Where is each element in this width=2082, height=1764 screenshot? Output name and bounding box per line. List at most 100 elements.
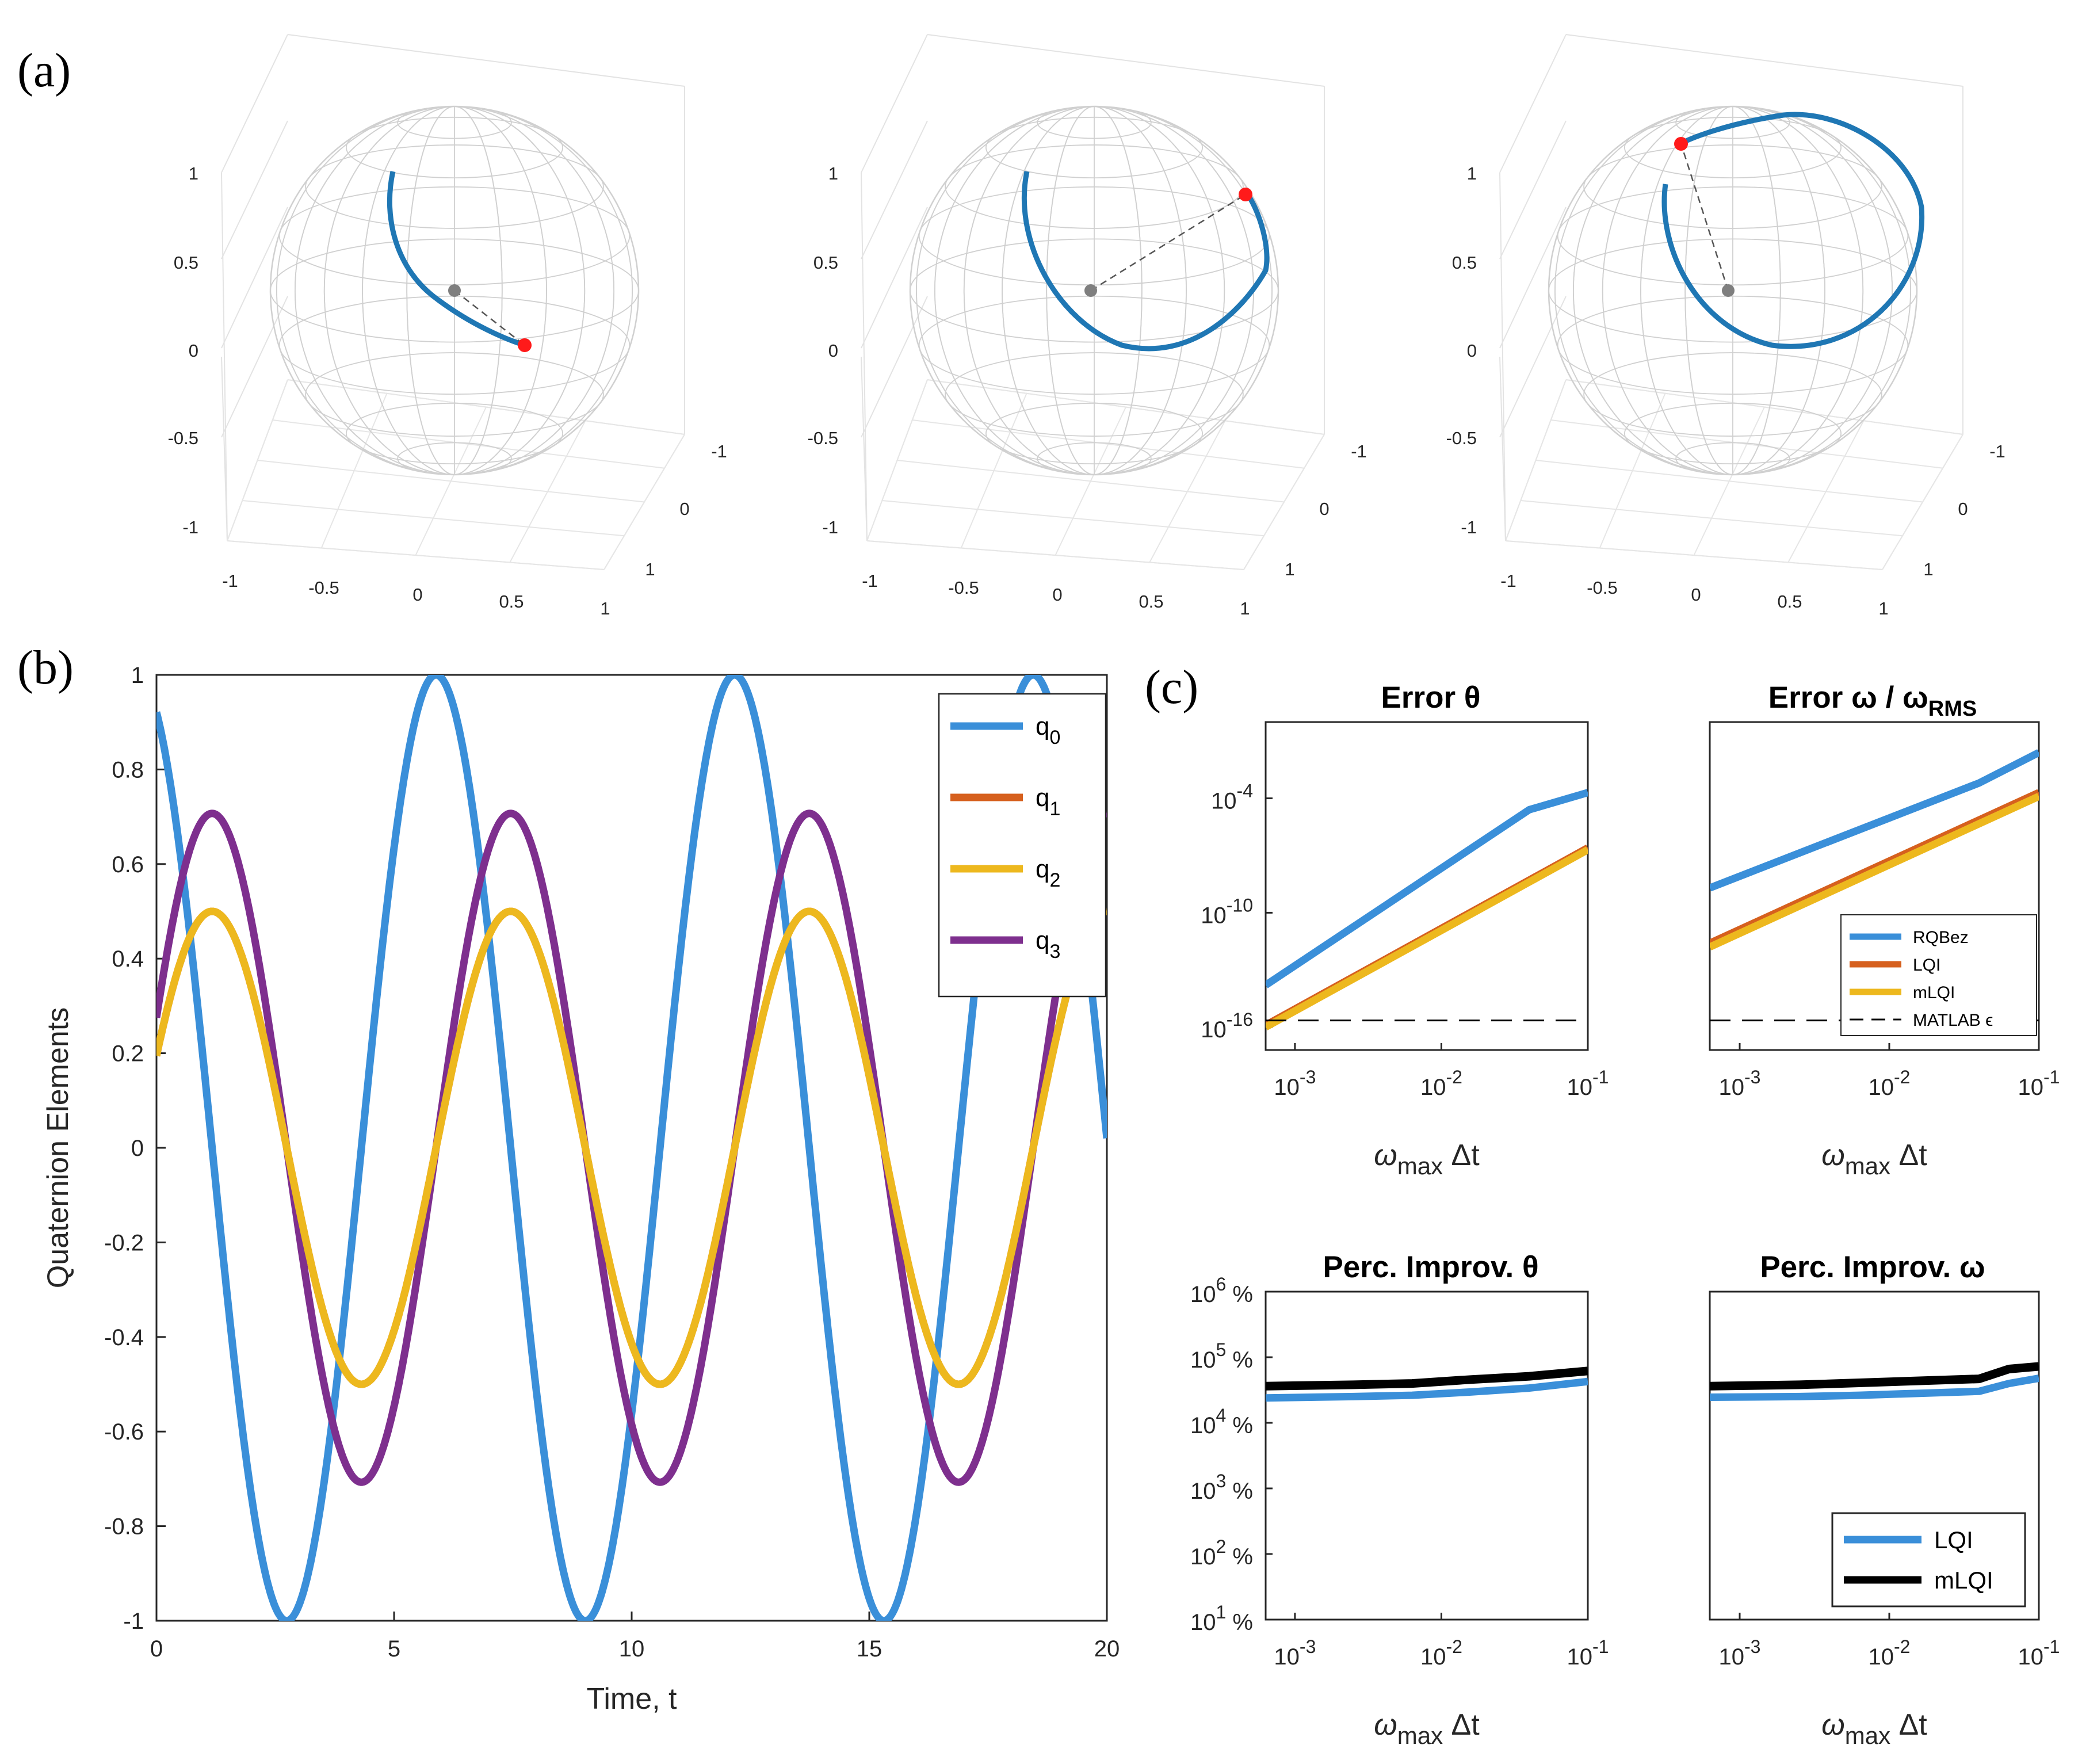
subplot-legend: LQI mLQI xyxy=(1831,1512,2026,1608)
x-tick-label: 10-2 xyxy=(1420,1636,1462,1670)
y-tick-label: -1 xyxy=(711,441,727,461)
y-tick-label: 1 xyxy=(645,559,655,579)
box-frame-line xyxy=(1499,34,1567,173)
series-line-mLQI xyxy=(1266,846,1588,1030)
floor-grid-line xyxy=(257,460,645,503)
subplot-xlabel: ωmax Δt xyxy=(1821,1708,1927,1749)
legend-label: mLQI xyxy=(1934,1567,1993,1594)
y-tick-label: -1 xyxy=(1989,441,2005,461)
current-orientation-point xyxy=(518,338,532,352)
sphere-center-point xyxy=(448,284,461,297)
panel-b-legend: q0 q1 q2 q3 xyxy=(938,693,1107,998)
subplot-series xyxy=(1266,1366,1588,1402)
longitude-line xyxy=(1554,106,1911,475)
sphere-plot-2: 1 0.5 0 -0.5 -1 -1 -0.5 0 0.5 1 -1 0 1 xyxy=(808,34,1367,618)
latitude-line xyxy=(1557,186,1909,286)
radius-dashed-line xyxy=(454,290,525,346)
series-line-LQI xyxy=(1266,1377,1588,1402)
sphere-plot-1: 1 0.5 0 -0.5 -1 -1 -0.5 0 0.5 1 -1 0 1 xyxy=(168,34,727,618)
z-tick-label: 0.5 xyxy=(1452,253,1477,273)
box-frame-line xyxy=(1565,34,1963,87)
box-frame-line xyxy=(861,207,928,349)
z-tick-label: -1 xyxy=(1461,517,1477,537)
legend-label: LQI xyxy=(1934,1526,1973,1553)
box-frame-line xyxy=(287,34,685,87)
series-line-q2 xyxy=(156,907,1107,1388)
legend-label: LQI xyxy=(1913,956,1940,975)
floor-grid-line xyxy=(1550,419,1943,469)
latitude-line xyxy=(918,186,1270,286)
box-frame-line xyxy=(221,34,288,173)
box-frame-line xyxy=(861,356,868,541)
x-tick-label: 0.5 xyxy=(1777,591,1802,612)
latitude-line xyxy=(1624,116,1842,179)
latitude-line xyxy=(1557,295,1909,395)
y-tick-label: -1 xyxy=(1351,441,1367,461)
box-frame-line xyxy=(221,120,288,259)
panel-label-c: (c) xyxy=(1145,660,1198,714)
quaternion-trail-3 xyxy=(1661,112,1925,349)
legend-label-q0: q0 xyxy=(1036,712,1060,749)
latitude-line xyxy=(985,402,1203,465)
subplot-c1: Error θ 10-3 10-2 10-1 10-4 10-10 10-16 ωmax Δt xyxy=(1201,681,1609,1179)
latitude-line xyxy=(985,116,1203,179)
subplot-c4: Perc. Improv. ω 10-3 10-2 10-1 ωmax Δt LQI mLQ… xyxy=(1709,1250,2060,1749)
z-tick-label: 0.5 xyxy=(174,253,198,273)
x-tick-label: 10-3 xyxy=(1719,1067,1761,1100)
panel-label-a: (a) xyxy=(17,44,71,97)
x-tick-label: 1 xyxy=(1240,598,1250,618)
box-frame-line xyxy=(1499,356,1506,541)
sphere-plot-3: 1 0.5 0 -0.5 -1 -1 -0.5 0 0.5 1 -1 0 1 xyxy=(1446,34,2005,618)
series-line-LQI xyxy=(1710,1374,2039,1401)
floor-grid-line xyxy=(1149,420,1226,563)
x-tick-label: 10 xyxy=(619,1636,645,1662)
x-tick-label: 10-1 xyxy=(2018,1067,2060,1100)
z-tick-label: -0.5 xyxy=(1446,428,1477,448)
radius-dashed-line xyxy=(1680,143,1729,291)
z-tick-label: -0.5 xyxy=(168,428,198,448)
y-tick-label: 0.8 xyxy=(112,757,144,782)
z-tick-label: 1 xyxy=(1467,163,1477,184)
y-tick-label: -0.6 xyxy=(104,1419,144,1445)
y-tick-label: 10-4 xyxy=(1211,781,1253,814)
floor-grid-line xyxy=(272,419,665,469)
y-tick-label: 101 % xyxy=(1190,1602,1253,1635)
floor-grid-line xyxy=(1882,434,1963,570)
floor-grid-line xyxy=(912,419,1305,469)
floor-grid-line xyxy=(509,420,586,563)
y-tick-label: 0.6 xyxy=(112,852,144,877)
box-frame-line xyxy=(221,172,228,541)
z-tick-label: 0.5 xyxy=(813,253,838,273)
series-line-mLQI xyxy=(1266,1366,1588,1391)
subplot-title: Perc. Improv. θ xyxy=(1323,1250,1538,1284)
x-tick-label: 10-1 xyxy=(1567,1636,1609,1670)
z-tick-label: -0.5 xyxy=(808,428,838,448)
x-tick-label: -1 xyxy=(222,571,238,591)
z-tick-label: 0 xyxy=(828,341,838,361)
y-tick-label: 1 xyxy=(131,663,144,688)
y-tick-label: 104 % xyxy=(1190,1405,1253,1438)
panel-b-xlabel: Time, t xyxy=(587,1682,678,1716)
longitude-line xyxy=(916,106,1273,475)
x-tick-label: -0.5 xyxy=(308,578,339,598)
legend-label: RQBez xyxy=(1913,928,1969,947)
y-tick-label: 0 xyxy=(131,1136,144,1161)
sphere-center-point xyxy=(1084,284,1097,297)
latitude-line xyxy=(305,144,604,229)
x-tick-label: 0 xyxy=(1691,585,1701,605)
x-tick-label: -0.5 xyxy=(1587,578,1617,598)
y-tick-label: 0 xyxy=(1319,499,1329,519)
x-tick-label: 0 xyxy=(412,585,422,605)
floor-grid-line xyxy=(287,379,685,435)
series-line-q3 xyxy=(156,810,1107,1486)
x-tick-label: 10-2 xyxy=(1420,1067,1462,1100)
floor-grid-line xyxy=(1787,420,1865,563)
y-tick-label: 102 % xyxy=(1190,1536,1253,1570)
legend-label-q3: q3 xyxy=(1036,926,1060,963)
latitude-line xyxy=(918,295,1270,395)
box-frame-line xyxy=(1499,172,1506,541)
series-line-RQBez xyxy=(1710,749,2039,892)
legend-label: MATLAB ϵ xyxy=(1913,1011,1993,1030)
y-tick-label: 0.4 xyxy=(112,946,144,972)
series-line-mLQI xyxy=(1710,793,2039,950)
